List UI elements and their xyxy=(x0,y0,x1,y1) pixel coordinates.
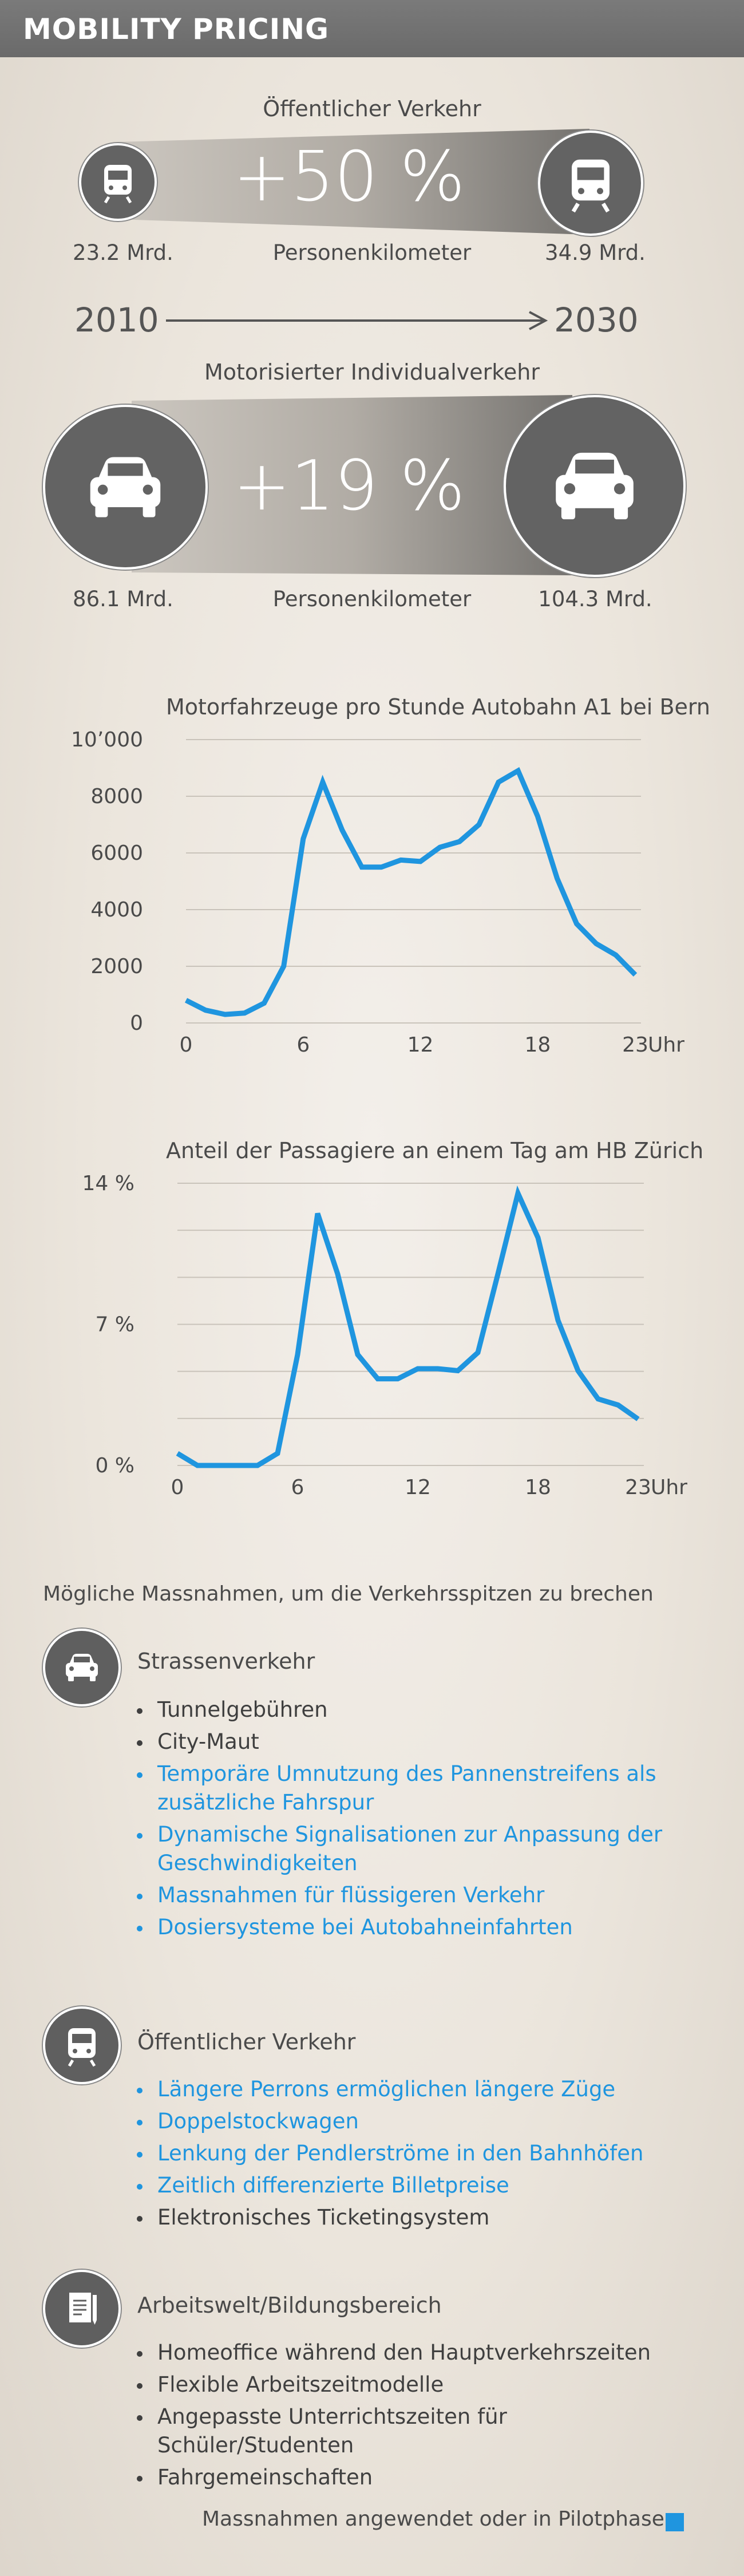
measure-item: Doppelstockwagen xyxy=(134,2107,707,2136)
x-tick-label: 12 xyxy=(407,1033,434,1057)
work-education-icon-circle xyxy=(43,2270,121,2348)
y-tick-label: 4000 xyxy=(90,898,143,922)
header-bar: MOBILITY PRICING xyxy=(0,0,744,57)
measure-item: Lenkung der Pendlerströme in den Bahnhöf… xyxy=(134,2139,707,2168)
public-value-2030: 34.9 Mrd. xyxy=(545,240,646,265)
page-title: MOBILITY PRICING xyxy=(23,13,330,46)
year-start: 2010 xyxy=(74,301,159,339)
chart1-title: Motorfahrzeuge pro Stunde Autobahn A1 be… xyxy=(166,694,710,720)
x-tick-label: 6 xyxy=(291,1476,304,1499)
section-title-public: Öffentlicher Verkehr xyxy=(137,2029,356,2055)
year-end: 2030 xyxy=(554,301,639,339)
measure-item: Massnahmen für flüssigeren Verkehr xyxy=(134,1881,707,1910)
train-icon-2010 xyxy=(79,143,157,221)
x-tick-label: 23 xyxy=(625,1476,651,1499)
x-tick-label: 6 xyxy=(296,1033,310,1057)
measure-item: Tunnelgebühren xyxy=(134,1696,707,1724)
chart2-title: Anteil der Passagiere an einem Tag am HB… xyxy=(166,1138,704,1163)
measure-item: Zeitlich differenzierte Billetpreise xyxy=(134,2171,707,2200)
private-transport-change: +19 % xyxy=(233,447,465,526)
measures-title: Mögliche Massnahmen, um die Verkehrsspit… xyxy=(43,1582,654,1606)
train-icon xyxy=(571,159,610,213)
public-measures-list: Längere Perrons ermöglichen längere Züge… xyxy=(134,2075,707,2235)
measure-item: Elektronisches Ticketingsystem xyxy=(134,2203,707,2232)
y-tick-label: 14 % xyxy=(82,1172,134,1195)
car-icon xyxy=(66,1654,98,1681)
car-icon xyxy=(90,457,161,517)
road-measures-list: Tunnelgebühren City-Maut Temporäre Umnutzu… xyxy=(134,1696,707,1945)
x-tick-label: 0 xyxy=(171,1476,184,1499)
public-growth-band xyxy=(117,129,589,235)
legend-color-box xyxy=(666,2513,684,2531)
private-unit-label: Personenkilometer xyxy=(272,587,472,611)
y-tick-label: 6000 xyxy=(90,841,143,865)
public-value-2010: 23.2 Mrd. xyxy=(73,240,173,265)
train-icon-2030 xyxy=(538,131,643,236)
x-tick-label: 0 xyxy=(180,1033,193,1057)
car-icon xyxy=(556,452,634,520)
growth-bands xyxy=(117,129,589,575)
section-title-road: Strassenverkehr xyxy=(137,1649,315,1674)
y-tick-label: 7 % xyxy=(95,1313,134,1337)
x-tick-label: 18 xyxy=(524,1033,551,1057)
measure-item: Dynamische Signalisationen zur Anpassung… xyxy=(134,1820,707,1878)
measure-item: Angepasste Unterrichtszeiten für Schüler… xyxy=(134,2403,707,2460)
y-tick-label: 0 xyxy=(130,1012,143,1035)
measure-item: Längere Perrons ermöglichen längere Züge xyxy=(134,2075,707,2104)
section-title-work: Arbeitswelt/Bildungsbereich xyxy=(137,2293,442,2318)
private-transport-title: Motorisierter Individualverkehr xyxy=(204,359,540,385)
document-icon xyxy=(69,2293,97,2325)
measure-item: Fahrgemeinschaften xyxy=(134,2463,707,2492)
x-unit-label: Uhr xyxy=(651,1476,687,1499)
y-tick-label: 10’000 xyxy=(71,728,143,752)
series-line xyxy=(184,767,638,1017)
measure-item: Flexible Arbeitszeitmodelle xyxy=(134,2370,707,2399)
x-tick-label: 18 xyxy=(525,1476,551,1499)
public-transport-icon-circle xyxy=(43,2006,121,2084)
public-transport-change: +50 % xyxy=(233,137,465,217)
x-unit-label: Uhr xyxy=(648,1033,684,1057)
work-measures-list: Homeoffice während den Hauptverkehrszeit… xyxy=(134,2338,707,2495)
timeline-arrow xyxy=(166,311,548,330)
series-line xyxy=(176,1185,640,1468)
public-transport-title: Öffentlicher Verkehr xyxy=(263,96,481,121)
traffic-line-chart: 0 2000 4000 6000 8000 10’000 0 6 12 18 23 Uhr xyxy=(71,728,684,1057)
x-tick-label: 23 xyxy=(622,1033,648,1057)
public-unit-label: Personenkilometer xyxy=(272,240,472,265)
y-tick-label: 2000 xyxy=(90,955,143,978)
car-icon-2030 xyxy=(504,395,686,577)
measure-item: Homeoffice während den Hauptverkehrszeit… xyxy=(134,2338,707,2367)
legend-text: Massnahmen angewendet oder in Pilotphase xyxy=(202,2507,664,2531)
road-traffic-icon-circle xyxy=(43,1629,121,1706)
y-tick-label: 8000 xyxy=(90,785,143,808)
x-tick-label: 12 xyxy=(405,1476,431,1499)
private-value-2010: 86.1 Mrd. xyxy=(73,587,173,611)
train-icon xyxy=(68,2028,96,2067)
measure-item: City-Maut xyxy=(134,1728,707,1756)
measure-item: Temporäre Umnutzung des Pannenstreifens … xyxy=(134,1760,707,1817)
train-icon xyxy=(104,165,132,204)
passenger-line-chart: 0 % 7 % 14 % 0 6 12 18 23 Uhr xyxy=(82,1172,688,1499)
measure-item: Dosiersysteme bei Autobahneinfahrten xyxy=(134,1913,707,1942)
private-growth-band xyxy=(132,395,572,575)
car-icon-2010 xyxy=(43,405,208,570)
y-tick-label: 0 % xyxy=(95,1454,134,1477)
private-value-2030: 104.3 Mrd. xyxy=(538,587,652,611)
